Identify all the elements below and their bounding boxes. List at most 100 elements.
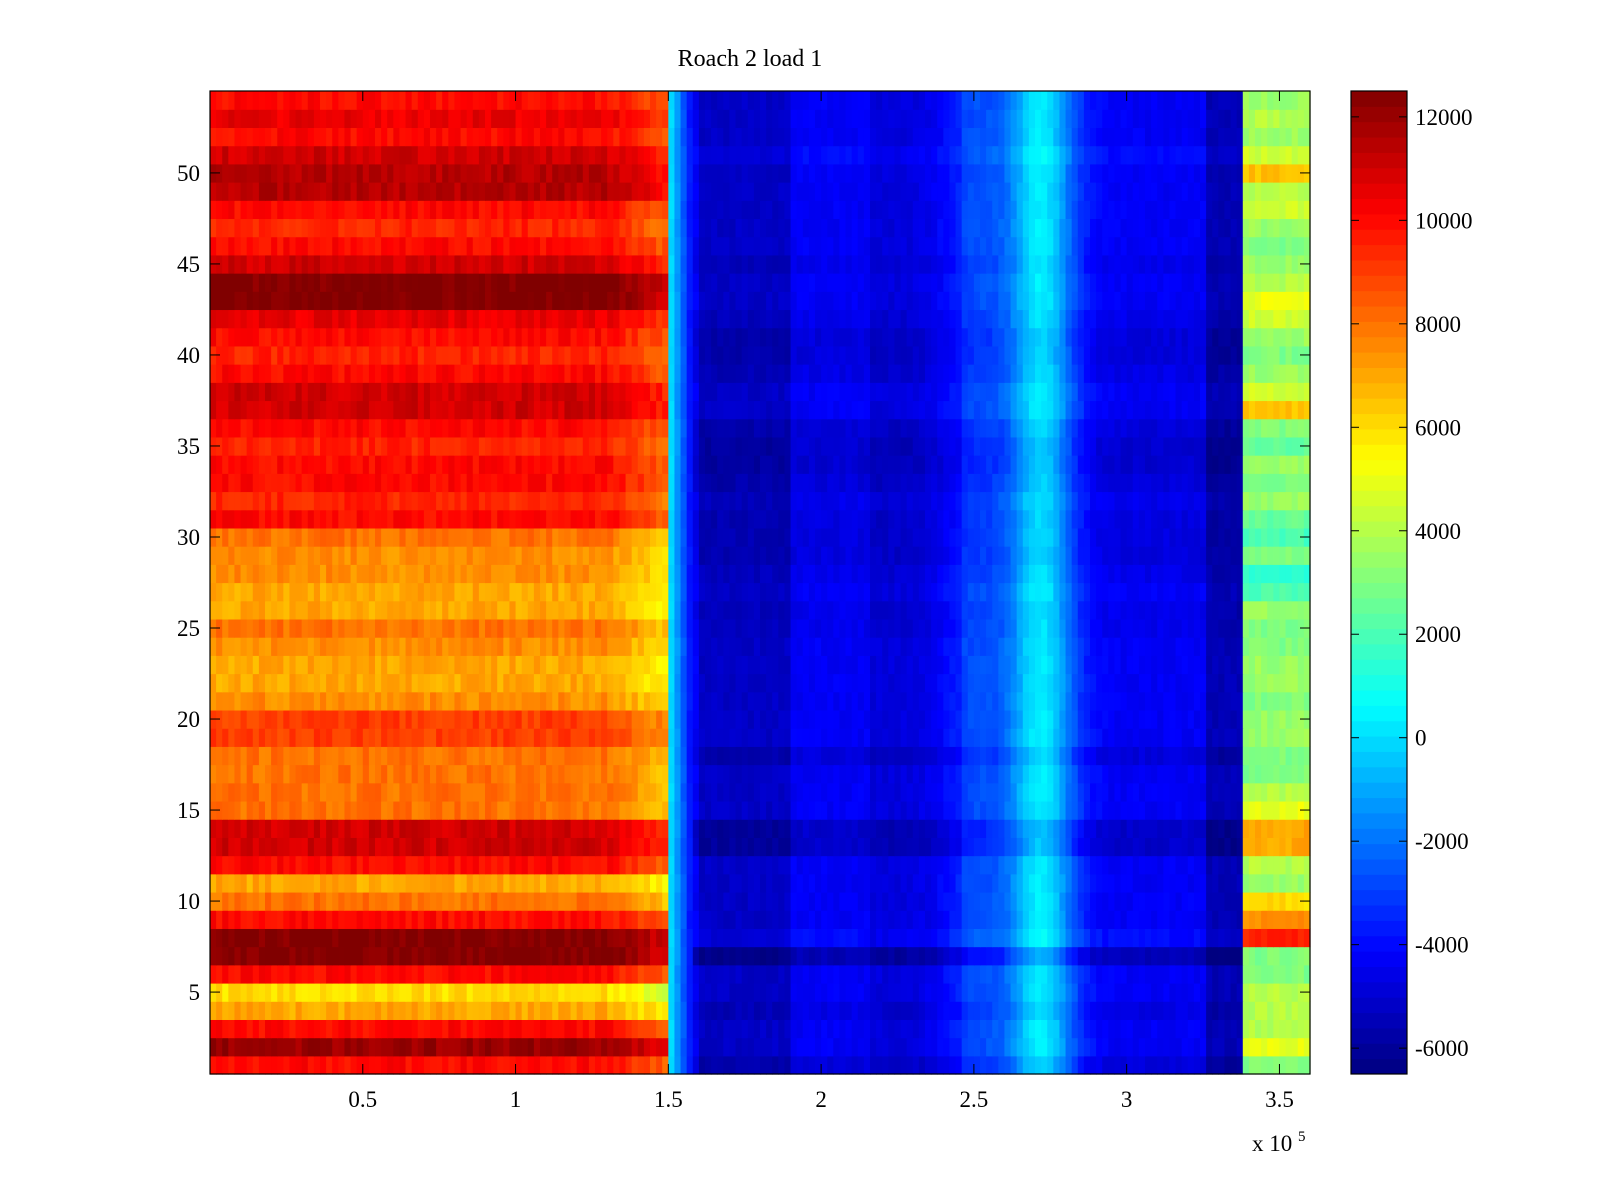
heatmap-cell	[613, 873, 621, 893]
heatmap-cell	[1279, 946, 1287, 966]
heatmap-cell	[405, 746, 413, 766]
heatmap-cell	[796, 910, 804, 929]
heatmap-cell	[1267, 746, 1274, 766]
heatmap-cell	[344, 1019, 352, 1039]
heatmap-cell	[784, 819, 792, 838]
heatmap-cell	[1004, 837, 1012, 857]
heatmap-cell	[821, 1019, 828, 1039]
heatmap-cell	[912, 564, 920, 584]
heatmap-cell	[656, 982, 663, 1002]
heatmap-cell	[271, 618, 278, 638]
heatmap-cell	[857, 982, 865, 1002]
heatmap-cell	[301, 1019, 309, 1039]
heatmap-cell	[601, 618, 608, 638]
heatmap-cell	[448, 891, 456, 911]
heatmap-cell	[1255, 764, 1262, 784]
heatmap-cell	[668, 746, 676, 766]
heatmap-cell	[1242, 673, 1250, 693]
heatmap-cell	[393, 746, 401, 766]
heatmap-cell	[601, 564, 608, 584]
heatmap-cell	[1145, 746, 1152, 766]
heatmap-cell	[717, 819, 724, 838]
heatmap-cell	[753, 964, 761, 984]
heatmap-cell	[1193, 1019, 1201, 1039]
heatmap-cell	[827, 582, 834, 602]
heatmap-cell	[686, 673, 694, 693]
heatmap-cell	[546, 637, 553, 656]
heatmap-cell	[564, 618, 572, 638]
heatmap-cell	[350, 982, 358, 1002]
heatmap-cell	[552, 964, 559, 984]
heatmap-cell	[576, 910, 584, 929]
heatmap-cell	[1175, 982, 1183, 1002]
heatmap-cell	[1242, 819, 1250, 838]
heatmap-cell	[240, 600, 248, 620]
heatmap-cell	[747, 1019, 755, 1039]
heatmap-cell	[918, 837, 926, 857]
heatmap-cell	[906, 891, 914, 911]
heatmap-cell	[729, 582, 737, 602]
heatmap-cell	[784, 855, 792, 875]
heatmap-cell	[423, 709, 431, 729]
heatmap-cell	[295, 982, 303, 1002]
heatmap-cell	[301, 728, 309, 747]
heatmap-cell	[472, 709, 480, 729]
heatmap-cell	[1035, 910, 1042, 929]
heatmap-cell	[906, 600, 914, 620]
heatmap-cell	[595, 709, 602, 729]
heatmap-cell	[442, 1055, 449, 1075]
heatmap-cell	[540, 637, 547, 656]
heatmap-cell	[540, 928, 547, 948]
heatmap-cell	[1096, 582, 1103, 602]
heatmap-cell	[1041, 891, 1048, 911]
heatmap-cell	[595, 891, 602, 911]
heatmap-cell	[527, 928, 535, 948]
heatmap-cell	[332, 728, 339, 747]
heatmap-cell	[295, 673, 303, 693]
heatmap-cell	[460, 1001, 468, 1020]
heatmap-cell	[870, 764, 877, 784]
heatmap-cell	[381, 673, 388, 693]
heatmap-cell	[295, 819, 303, 838]
heatmap-cell	[1279, 709, 1287, 729]
heatmap-cell	[1151, 673, 1158, 693]
heatmap-cell	[821, 982, 828, 1002]
heatmap-cell	[802, 800, 810, 820]
heatmap-cell	[1261, 855, 1268, 875]
heatmap-cell	[619, 1055, 627, 1075]
heatmap-cell	[827, 873, 834, 893]
heatmap-cell	[356, 582, 364, 602]
heatmap-cell	[1218, 673, 1226, 693]
heatmap-cell	[387, 819, 394, 838]
heatmap-cell	[851, 655, 859, 675]
heatmap-cell	[949, 709, 957, 729]
heatmap-cell	[1279, 964, 1287, 984]
heatmap-cell	[1242, 637, 1250, 656]
heatmap-cell	[961, 982, 969, 1002]
heatmap-cell	[1163, 819, 1171, 838]
heatmap-cell	[937, 691, 944, 711]
heatmap-cell	[1047, 891, 1054, 911]
heatmap-cell	[1114, 600, 1122, 620]
heatmap-cell	[1035, 637, 1042, 656]
heatmap-cell	[252, 1001, 260, 1020]
heatmap-cell	[662, 618, 669, 638]
heatmap-cell	[918, 819, 926, 838]
heatmap-cell	[240, 746, 248, 766]
heatmap-cell	[1059, 782, 1067, 802]
heatmap-cell	[301, 873, 309, 893]
heatmap-cell	[1145, 873, 1152, 893]
heatmap-cell	[430, 873, 437, 893]
heatmap-cell	[1248, 1055, 1256, 1075]
heatmap-cell	[1285, 746, 1293, 766]
heatmap-cell	[289, 800, 297, 820]
heatmap-cell	[399, 873, 407, 893]
heatmap-cell	[350, 837, 358, 857]
heatmap-cell	[558, 873, 566, 893]
heatmap-cell	[711, 746, 718, 766]
heatmap-cell	[405, 873, 413, 893]
heatmap-cell	[246, 946, 254, 966]
heatmap-cell	[961, 1001, 969, 1020]
heatmap-cell	[1083, 1037, 1091, 1057]
heatmap-cell	[1200, 637, 1207, 656]
